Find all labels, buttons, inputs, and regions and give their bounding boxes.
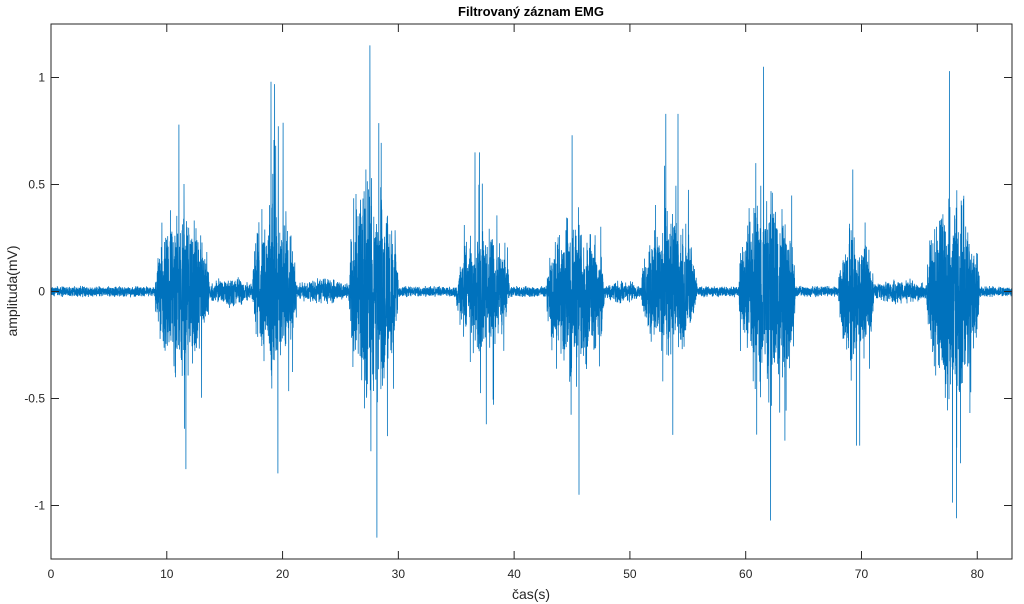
y-axis-ticks: -1 -0.5 0 0.5 1 <box>24 71 1012 513</box>
x-tick-label: 80 <box>971 567 985 581</box>
x-tick-label: 30 <box>392 567 406 581</box>
y-axis-label: amplituda(mV) <box>4 245 20 336</box>
x-axis-ticks: 0 10 20 30 40 50 60 70 80 <box>48 24 985 581</box>
x-tick-label: 50 <box>623 567 637 581</box>
emg-signal-line <box>50 45 1013 538</box>
y-tick-label: -1 <box>34 499 45 513</box>
chart-title: Filtrovaný záznam EMG <box>458 4 604 19</box>
x-tick-label: 20 <box>276 567 290 581</box>
y-tick-label: 1 <box>38 71 45 85</box>
x-tick-label: 40 <box>507 567 521 581</box>
signal-layer <box>50 45 1013 538</box>
x-axis-label: čas(s) <box>512 586 550 602</box>
x-tick-label: 60 <box>739 567 753 581</box>
x-tick-label: 10 <box>160 567 174 581</box>
y-tick-label: -0.5 <box>24 392 45 406</box>
x-tick-label: 70 <box>855 567 869 581</box>
y-tick-label: 0.5 <box>28 178 45 192</box>
y-tick-label: 0 <box>38 285 45 299</box>
x-tick-label: 0 <box>48 567 55 581</box>
